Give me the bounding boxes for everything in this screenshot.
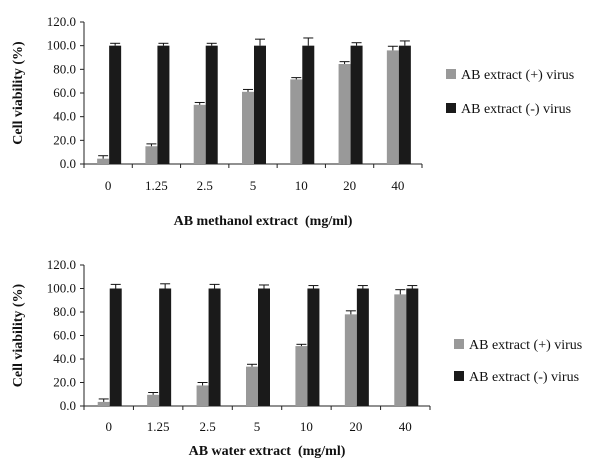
x-tick-label: 0 — [105, 178, 112, 193]
bar-minus-virus — [157, 45, 170, 164]
bar-minus-virus — [350, 45, 363, 164]
bar-plus-virus — [242, 91, 254, 164]
bar-plus-virus — [386, 50, 399, 164]
y-tick-label: 40.0 — [53, 351, 76, 366]
y-tick-label: 20.0 — [53, 132, 76, 147]
y-tick-label: 80.0 — [53, 61, 76, 76]
y-tick-label: 60.0 — [53, 85, 76, 100]
x-tick-label: 40 — [391, 178, 404, 193]
bar-minus-virus — [159, 288, 172, 406]
x-tick-label: 5 — [250, 178, 257, 193]
legend-swatch — [454, 339, 464, 349]
bar-plus-virus — [147, 394, 160, 406]
bar-plus-virus — [344, 314, 357, 406]
x-axis-label: AB methanol extract (mg/ml) — [174, 214, 353, 229]
x-tick-label: 1.25 — [147, 419, 170, 434]
x-tick-label: 20 — [349, 419, 362, 434]
bar-minus-virus — [258, 288, 270, 406]
bar-plus-virus — [394, 294, 407, 406]
x-tick-label: 0 — [105, 419, 112, 434]
x-tick-label: 2.5 — [197, 178, 213, 193]
y-tick-label: 100.0 — [47, 38, 76, 53]
y-tick-label: 0.0 — [60, 156, 76, 171]
x-tick-label: 40 — [399, 419, 412, 434]
bar-minus-virus — [254, 45, 266, 164]
legend-entry: AB extract (-) virus — [469, 370, 579, 385]
y-tick-label: 80.0 — [53, 304, 76, 319]
bar-minus-virus — [307, 288, 320, 406]
y-tick-label: 0.0 — [60, 398, 76, 413]
y-tick-label: 20.0 — [53, 375, 76, 390]
chart-bottom-water: 0.0 20.0 40.0 60.0 80.0 100.0 120.0 0 1.25 2.5 5 10… — [11, 257, 582, 459]
y-tick-label: 120.0 — [47, 14, 76, 29]
x-axis-label: AB water extract (mg/ml) — [189, 444, 346, 459]
legend-swatch — [446, 69, 456, 79]
bar-plus-virus — [97, 158, 110, 164]
y-tick-label: 60.0 — [53, 328, 76, 343]
legend-swatch — [446, 103, 456, 113]
bar-plus-virus — [290, 79, 303, 164]
x-tick-label: 20 — [343, 178, 356, 193]
bar-plus-virus — [295, 346, 308, 406]
bar-minus-virus — [356, 288, 369, 406]
bar-plus-virus — [246, 366, 258, 406]
bar-minus-virus — [302, 45, 315, 164]
chart-top-methanol: 0.0 20.0 40.0 60.0 80.0 100.0 120.0 0 1.25 2.5 5 10… — [11, 14, 574, 229]
bar-minus-virus — [205, 45, 218, 164]
bar-minus-virus — [109, 288, 122, 406]
y-axis-label: Cell viability (%) — [11, 41, 26, 145]
bar-minus-virus — [398, 45, 411, 164]
bar-minus-virus — [406, 288, 419, 406]
legend-swatch — [454, 371, 464, 381]
x-tick-label: 10 — [300, 419, 313, 434]
legend-entry: AB extract (+) virus — [469, 338, 582, 353]
y-tick-label: 100.0 — [47, 281, 76, 296]
y-tick-label: 120.0 — [47, 257, 76, 272]
bar-minus-virus — [208, 288, 221, 406]
x-tick-label: 10 — [295, 178, 308, 193]
bar-plus-virus — [338, 64, 351, 164]
legend-entry: AB extract (+) virus — [461, 68, 574, 83]
bar-plus-virus — [145, 146, 158, 164]
legend-entry: AB extract (-) virus — [461, 102, 571, 117]
bar-plus-virus — [97, 401, 110, 406]
bar-plus-virus — [196, 385, 209, 406]
bar-minus-virus — [109, 45, 122, 164]
y-axis-label: Cell viability (%) — [11, 283, 26, 387]
x-tick-label: 1.25 — [145, 178, 168, 193]
bar-plus-virus — [193, 104, 206, 164]
x-tick-label: 2.5 — [199, 419, 215, 434]
x-tick-label: 5 — [254, 419, 261, 434]
y-tick-label: 40.0 — [53, 109, 76, 124]
